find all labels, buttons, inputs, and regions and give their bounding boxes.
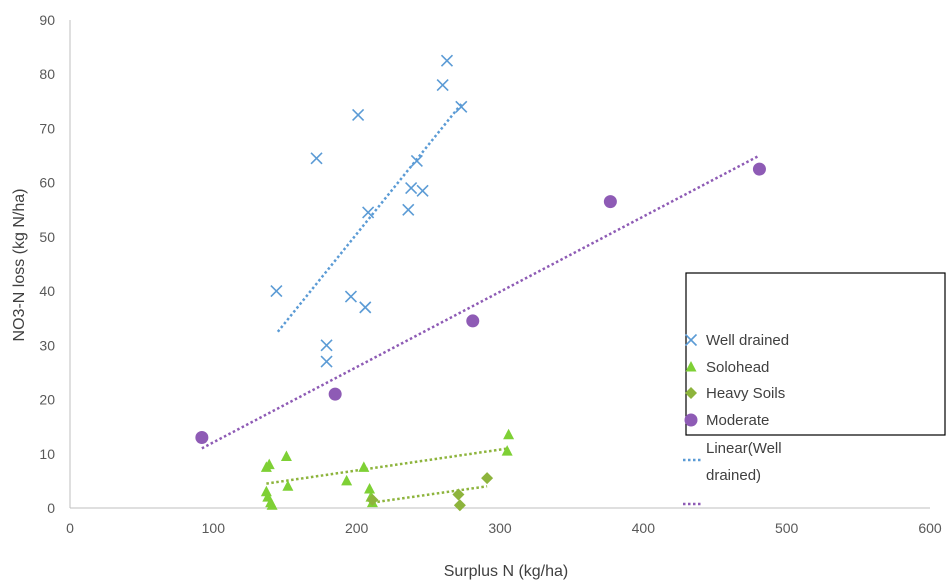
- legend-marker: [685, 387, 697, 399]
- data-point: [260, 485, 272, 497]
- marker-stroke: [320, 339, 333, 352]
- data-point: [358, 461, 370, 472]
- data-point: [603, 195, 617, 209]
- legend: Well drained Solohead Heavy Soils Moderate L…: [683, 272, 946, 506]
- marker-stroke: [359, 301, 372, 314]
- data-point: [453, 499, 466, 512]
- data-point: [282, 480, 294, 491]
- marker-stroke: [410, 154, 423, 168]
- data-point: [752, 162, 766, 176]
- y-tick-label: 70: [39, 120, 55, 136]
- data-point: [359, 301, 372, 314]
- y-tick-label: 0: [47, 500, 55, 516]
- legend-item-heavy-soils: Heavy Soils: [685, 385, 785, 402]
- legend-label: Well drained: [706, 332, 789, 349]
- data-point: [410, 154, 423, 168]
- legend-item-well-drained: Well drained: [684, 332, 789, 349]
- data-point: [440, 54, 454, 67]
- data-point: [366, 493, 379, 506]
- data-point: [416, 184, 429, 197]
- x-tick-label: 400: [632, 520, 656, 536]
- data-point: [436, 79, 449, 92]
- y-tick-label: 20: [39, 392, 55, 408]
- marker-stroke: [684, 333, 698, 347]
- data-point: [501, 445, 513, 456]
- data-point: [344, 290, 357, 303]
- x-tick-label: 600: [918, 520, 942, 536]
- series-heavy-soils: [366, 472, 494, 512]
- x-tick-label: 200: [345, 520, 369, 536]
- series-moderate: [195, 162, 766, 445]
- marker-stroke: [320, 355, 333, 368]
- legend-item-linear-well: Linear(Well drained): [683, 440, 782, 484]
- x-tick-label: 500: [775, 520, 799, 536]
- data-point: [466, 314, 480, 328]
- legend-marker: [684, 333, 698, 347]
- data-point: [402, 203, 415, 216]
- x-tick-label: 300: [488, 520, 512, 536]
- legend-box: [685, 272, 946, 436]
- data-point: [452, 488, 465, 501]
- data-point: [364, 483, 376, 494]
- marker-stroke: [405, 182, 418, 195]
- series-solohead: [260, 428, 515, 510]
- series-well-drained: [270, 54, 468, 368]
- axes: 0 100 200 300 400 500 600 0 10 20 30 40 50 60 70 80 90: [39, 12, 941, 536]
- y-tick-label: 40: [39, 283, 55, 299]
- marker-stroke: [455, 100, 468, 113]
- legend-marker: [684, 413, 698, 427]
- trendline-heavy-soils: [372, 485, 488, 504]
- x-tick-label: 100: [202, 520, 226, 536]
- data-point: [280, 450, 292, 461]
- data-point: [195, 431, 209, 445]
- data-point: [405, 182, 418, 195]
- marker-stroke: [310, 152, 323, 165]
- legend-item-solohead: Solohead: [685, 359, 769, 376]
- legend-label: Heavy Soils: [706, 385, 785, 402]
- data-points: [195, 54, 766, 512]
- data-point: [320, 339, 333, 352]
- trendlines: [201, 103, 761, 504]
- legend-label: Solohead: [706, 359, 769, 376]
- marker-stroke: [270, 285, 283, 298]
- y-axis-title: NO3-N loss (kg N/ha): [11, 189, 28, 342]
- marker-stroke: [344, 290, 357, 303]
- x-axis-title: Surplus N (kg/ha): [444, 563, 569, 580]
- trendline-well-drained: [276, 103, 463, 333]
- legend-label-line2: drained): [706, 467, 761, 484]
- trendline-moderate: [201, 154, 761, 450]
- y-tick-label: 50: [39, 229, 55, 245]
- marker-stroke: [352, 108, 365, 121]
- data-point: [481, 472, 494, 485]
- data-point: [320, 355, 333, 368]
- marker-stroke: [440, 54, 454, 67]
- data-point: [362, 206, 375, 219]
- marker-stroke: [362, 206, 375, 219]
- legend-label: Moderate: [706, 412, 769, 429]
- y-tick-label: 30: [39, 337, 55, 353]
- data-point: [503, 428, 515, 440]
- marker-stroke: [436, 79, 449, 92]
- data-point: [455, 100, 468, 113]
- legend-label: Linear(Well: [706, 440, 782, 457]
- y-tick-label: 80: [39, 66, 55, 82]
- x-tick-label: 0: [66, 520, 74, 536]
- data-point: [352, 108, 365, 121]
- data-point: [270, 285, 283, 298]
- y-tick-label: 10: [39, 446, 55, 462]
- data-point: [328, 387, 342, 401]
- marker-stroke: [416, 184, 429, 197]
- data-point: [341, 474, 353, 486]
- y-tick-label: 90: [39, 12, 55, 28]
- data-point: [310, 152, 323, 165]
- data-point: [263, 458, 275, 470]
- data-point: [266, 499, 278, 510]
- marker-stroke: [402, 203, 415, 216]
- trendline-solohead: [266, 447, 509, 485]
- legend-item-moderate: Moderate: [684, 412, 769, 429]
- y-tick-label: 60: [39, 175, 55, 191]
- legend-marker: [685, 361, 697, 372]
